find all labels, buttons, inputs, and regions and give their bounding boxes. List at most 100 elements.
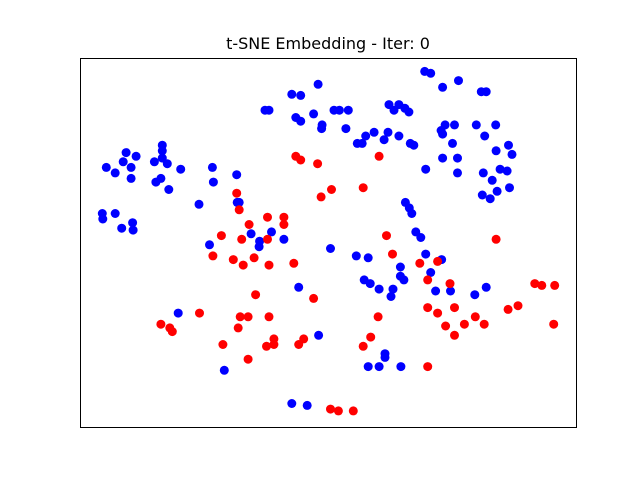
data-point — [294, 340, 304, 349]
data-point — [450, 330, 459, 340]
data-point — [267, 227, 276, 237]
plot-frame — [80, 58, 577, 428]
data-point — [433, 308, 443, 318]
data-point — [176, 164, 186, 174]
data-point — [287, 89, 297, 99]
data-point — [326, 404, 335, 414]
data-point — [263, 212, 272, 222]
data-point — [235, 312, 245, 322]
data-point — [480, 131, 490, 141]
data-point — [431, 286, 441, 296]
data-point — [426, 268, 436, 277]
data-point — [530, 279, 540, 289]
data-point — [121, 148, 131, 158]
data-point — [453, 153, 462, 163]
data-point — [98, 214, 108, 224]
data-point — [421, 249, 431, 259]
data-point — [450, 303, 459, 313]
data-point — [296, 90, 306, 100]
data-point — [485, 194, 495, 204]
data-point — [316, 192, 326, 202]
data-point — [358, 183, 368, 193]
data-point — [162, 159, 172, 169]
data-point — [234, 205, 244, 215]
data-point — [459, 319, 469, 329]
data-point — [373, 312, 383, 322]
data-point — [421, 164, 431, 174]
data-point — [118, 157, 128, 167]
data-point — [423, 275, 433, 285]
data-point — [409, 140, 419, 150]
data-point — [396, 362, 406, 372]
data-point — [246, 229, 256, 239]
data-point — [388, 249, 397, 259]
data-point — [326, 244, 335, 253]
data-point — [388, 284, 398, 294]
data-point — [279, 212, 289, 222]
data-point — [478, 168, 488, 178]
data-point — [207, 162, 217, 172]
data-point — [333, 406, 343, 416]
data-point — [487, 175, 497, 185]
data-point — [327, 185, 336, 194]
data-point — [343, 105, 353, 115]
data-point — [504, 140, 513, 150]
data-point — [382, 231, 391, 241]
data-point — [374, 151, 384, 161]
data-point — [505, 183, 514, 193]
data-point — [195, 308, 204, 318]
data-point — [244, 220, 254, 229]
data-point — [477, 190, 487, 200]
data-point — [151, 177, 161, 187]
data-point — [423, 303, 433, 313]
data-point — [219, 365, 229, 375]
data-point — [348, 406, 358, 416]
data-point — [264, 260, 274, 270]
data-point — [479, 319, 489, 329]
data-point — [254, 242, 264, 252]
data-point — [317, 124, 327, 134]
data-point — [513, 301, 523, 311]
data-point — [453, 168, 462, 178]
data-point — [537, 280, 547, 290]
data-point — [264, 105, 274, 115]
data-point — [470, 290, 480, 300]
data-point — [314, 330, 324, 340]
data-point — [243, 354, 253, 364]
data-point — [481, 282, 491, 292]
data-point — [279, 220, 289, 229]
data-point — [363, 253, 373, 263]
data-point — [470, 312, 480, 322]
data-point — [233, 323, 243, 333]
data-point — [352, 138, 362, 148]
data-point — [294, 282, 304, 292]
data-point — [269, 340, 279, 349]
data-point — [507, 149, 517, 159]
data-point — [302, 400, 312, 410]
data-point — [117, 223, 127, 233]
data-point — [128, 218, 138, 228]
data-point — [550, 280, 560, 290]
data-point — [237, 234, 247, 244]
data-point — [445, 279, 455, 289]
data-point — [157, 146, 167, 156]
data-point — [126, 173, 136, 183]
data-point — [216, 231, 226, 241]
data-point — [407, 209, 417, 218]
data-point — [454, 76, 463, 86]
data-point — [361, 131, 371, 141]
data-point — [341, 124, 351, 134]
data-point — [416, 233, 426, 242]
data-point — [438, 82, 448, 92]
data-point — [289, 258, 299, 268]
data-point — [389, 105, 399, 115]
data-point — [232, 170, 242, 180]
data-point — [423, 362, 433, 372]
data-point — [386, 292, 396, 301]
data-point — [264, 312, 274, 322]
data-point — [238, 260, 248, 270]
chart-title: t-SNE Embedding - Iter: 0 — [226, 34, 430, 53]
data-point — [262, 341, 271, 351]
data-point — [394, 131, 404, 141]
